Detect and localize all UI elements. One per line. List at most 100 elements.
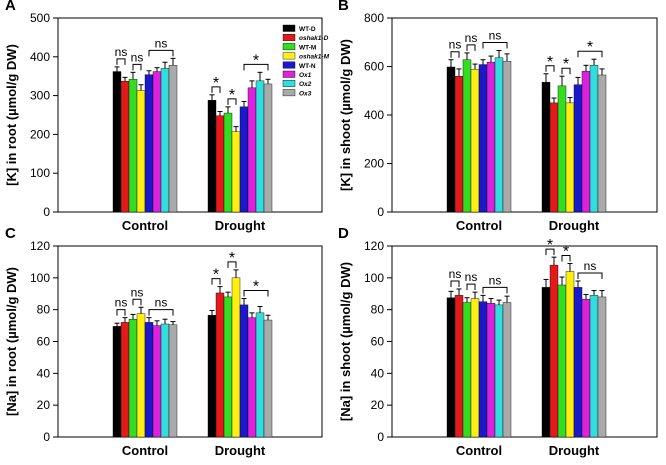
y-tick-label: 0 xyxy=(377,430,384,444)
y-tick-label: 400 xyxy=(30,50,50,64)
y-tick-label: 120 xyxy=(364,239,384,253)
significance-bracket xyxy=(482,286,508,294)
bar xyxy=(470,298,480,438)
y-tick-label: 60 xyxy=(371,335,385,349)
y-tick-label: 200 xyxy=(30,127,50,141)
y-tick-label: 400 xyxy=(364,108,384,122)
significance-bracket xyxy=(116,309,126,316)
significance-bracket xyxy=(545,65,555,72)
legend-label: WT-M xyxy=(299,44,316,51)
significance-label: ns xyxy=(115,45,128,59)
y-tick-label: 500 xyxy=(30,11,50,25)
significance-bracket xyxy=(466,44,476,51)
x-category-label: Control xyxy=(456,218,502,233)
bar xyxy=(597,296,607,438)
significance-bracket xyxy=(148,309,174,316)
significance-bracket xyxy=(450,51,460,58)
bar xyxy=(549,102,559,213)
significance-bracket xyxy=(482,41,508,49)
significance-label: ns xyxy=(115,296,128,310)
x-category-label: Drought xyxy=(215,218,266,233)
chart-panel-c: C 0 20 40 60 80 100 120 [Na] in root (µmol/g DW)… xyxy=(4,225,323,458)
bar xyxy=(231,277,241,438)
bar xyxy=(565,271,575,438)
significance-bracket xyxy=(577,50,603,58)
y-tick-label: 60 xyxy=(37,335,51,349)
significance-label: * xyxy=(563,56,569,73)
bar xyxy=(502,302,512,438)
bar xyxy=(144,322,154,438)
significance-bracket xyxy=(450,280,460,287)
bar xyxy=(231,131,241,213)
bar xyxy=(597,74,607,213)
significance-label: ns xyxy=(449,267,462,281)
x-category-label: Drought xyxy=(215,443,266,458)
bar xyxy=(223,112,233,213)
bar xyxy=(263,83,273,213)
significance-bracket xyxy=(561,67,571,75)
significance-bracket xyxy=(211,86,221,93)
y-tick-label: 300 xyxy=(30,89,50,103)
bar xyxy=(255,312,265,438)
chart-panel-a: A 0 100 200 300 400 500 [K] in root (µmol/g DW)… xyxy=(4,0,330,233)
significance-bracket xyxy=(545,248,555,256)
significance-label: ns xyxy=(489,273,502,287)
bar xyxy=(168,324,178,438)
bar xyxy=(573,84,583,213)
legend-swatch xyxy=(282,70,296,78)
significance-bracket xyxy=(227,98,237,105)
bar xyxy=(223,296,233,438)
significance-label: ns xyxy=(584,259,597,273)
significance-bracket xyxy=(561,255,571,262)
y-tick-label: 40 xyxy=(37,366,51,380)
bar xyxy=(144,74,154,213)
x-category-label: Drought xyxy=(549,218,600,233)
bar xyxy=(160,68,170,213)
significance-label: * xyxy=(213,267,219,284)
significance-bracket xyxy=(243,290,269,297)
bar xyxy=(120,81,130,213)
significance-label: * xyxy=(253,52,259,69)
bar xyxy=(215,292,225,438)
legend-swatch xyxy=(282,61,296,69)
significance-label: ns xyxy=(449,38,462,52)
y-tick-label: 0 xyxy=(377,205,384,219)
bar xyxy=(478,301,488,438)
y-tick-label: 80 xyxy=(371,303,385,317)
chart-panel-b: B 0 200 400 600 800 [K] in shoot (µmol/g DW) Co… xyxy=(338,0,658,233)
y-axis-label: [Na] in root (µmol/g DW) xyxy=(4,267,19,416)
y-tick-label: 20 xyxy=(37,398,51,412)
legend-swatch xyxy=(282,79,296,87)
significance-bracket xyxy=(116,58,126,65)
bar xyxy=(581,299,591,438)
bar xyxy=(462,302,472,438)
y-tick-label: 120 xyxy=(30,239,50,253)
y-tick-label: 40 xyxy=(371,366,385,380)
bar xyxy=(128,319,138,438)
significance-bracket xyxy=(148,49,174,57)
bar xyxy=(589,295,599,438)
significance-bracket xyxy=(132,63,142,71)
bar xyxy=(247,317,257,438)
x-category-label: Drought xyxy=(549,443,600,458)
significance-label: ns xyxy=(155,296,168,310)
bar xyxy=(454,295,464,438)
y-axis-label: [K] in shoot (µmol/g DW) xyxy=(338,39,353,191)
significance-label: ns xyxy=(131,285,144,299)
x-category-label: Control xyxy=(122,443,168,458)
bar xyxy=(502,60,512,213)
x-category-label: Control xyxy=(456,443,502,458)
bar xyxy=(557,284,567,438)
bar xyxy=(494,57,504,213)
bar xyxy=(573,287,583,438)
y-tick-label: 200 xyxy=(364,157,384,171)
bar xyxy=(486,61,496,213)
legend-swatch xyxy=(282,24,296,32)
bar xyxy=(549,264,559,438)
bar xyxy=(239,304,249,438)
bar xyxy=(565,102,575,213)
bar xyxy=(136,313,146,438)
significance-label: * xyxy=(229,250,235,267)
significance-bracket xyxy=(132,298,142,306)
legend-label: WT-D xyxy=(299,26,316,33)
